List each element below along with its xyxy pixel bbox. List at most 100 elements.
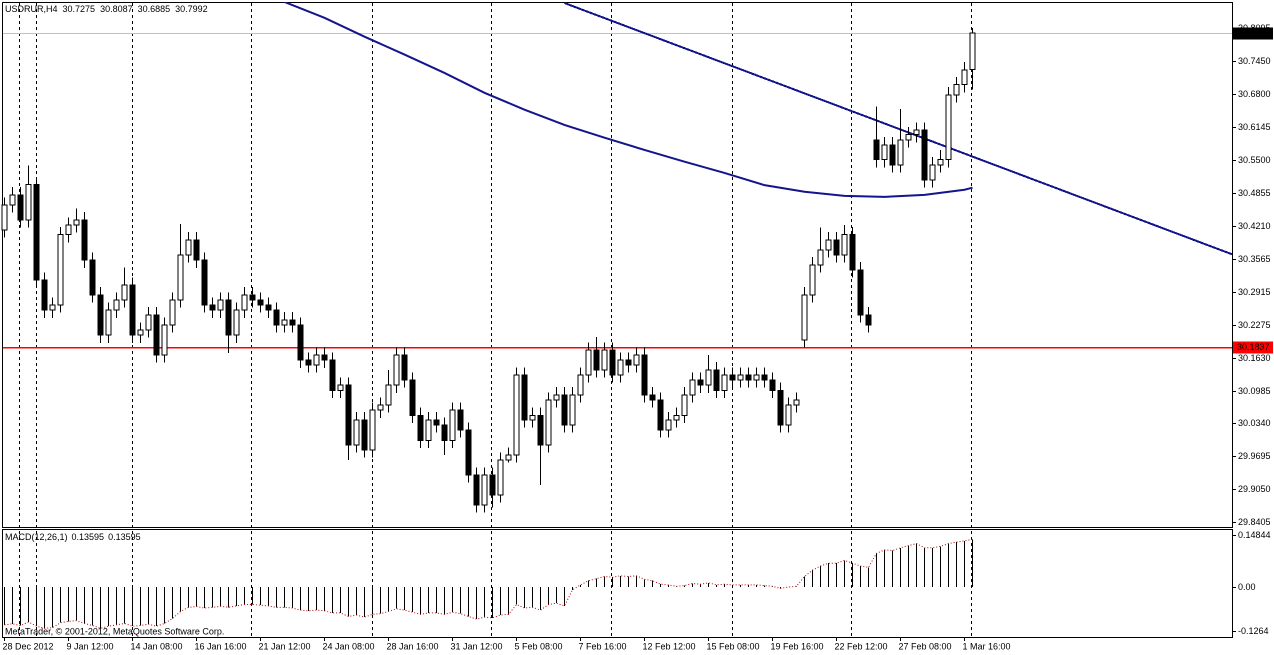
candle-up <box>545 399 552 446</box>
x-tick-label: 31 Jan 12:00 <box>451 641 503 651</box>
candle-up <box>377 404 384 411</box>
x-tick-label: 7 Feb 16:00 <box>579 641 627 651</box>
candle-up <box>753 374 760 381</box>
candle-up <box>721 374 728 391</box>
candle-down <box>305 359 312 366</box>
candle-up <box>577 374 584 396</box>
candle-down <box>457 409 464 431</box>
candle-up <box>73 219 80 226</box>
macd-y-tick-label: 0.00 <box>1238 582 1256 592</box>
candle-down <box>697 379 704 386</box>
candle-up <box>1 204 8 231</box>
x-tick-label: 12 Feb 12:00 <box>643 641 696 651</box>
candle-down <box>777 389 784 426</box>
y-tick-label: 30.2915 <box>1238 287 1271 297</box>
candle-down <box>289 319 296 326</box>
y-tick-label: 30.2275 <box>1238 320 1271 330</box>
macd-y-tick-label: -0.1264 <box>1238 626 1269 636</box>
candle-up <box>313 354 320 366</box>
candle-up <box>121 284 128 301</box>
candle-up <box>513 374 520 456</box>
candle-up <box>25 184 32 221</box>
candle-up <box>809 264 816 296</box>
candle-down <box>321 354 328 361</box>
candle-up <box>281 319 288 326</box>
candle-down <box>433 419 440 426</box>
x-tick-label: 14 Jan 08:00 <box>131 641 183 651</box>
candle-down <box>265 304 272 311</box>
candle-down <box>729 374 736 381</box>
candle-up <box>113 299 120 311</box>
candle-down <box>473 474 480 506</box>
candle-up <box>897 139 904 166</box>
candle-up <box>793 399 800 406</box>
y-tick-label: 30.5500 <box>1238 155 1271 165</box>
ohlc-low: 30.6885 <box>138 4 171 14</box>
candle-up <box>393 354 400 386</box>
candle-up <box>633 354 640 366</box>
candle-up <box>169 299 176 326</box>
candle-up <box>913 129 920 136</box>
candle-up <box>57 234 64 306</box>
candle-up <box>817 249 824 266</box>
x-tick-label: 1 Mar 16:00 <box>963 641 1011 651</box>
candle-down <box>745 374 752 381</box>
candle-up <box>945 94 952 161</box>
candle-down <box>849 234 856 271</box>
candle-down <box>89 259 96 296</box>
candle-down <box>401 354 408 381</box>
candle-up <box>385 384 392 406</box>
candle-up <box>161 324 168 356</box>
candle-down <box>33 184 40 281</box>
ohlc-close: 30.7992 <box>175 4 208 14</box>
y-tick-label: 30.4855 <box>1238 188 1271 198</box>
x-tick-label: 9 Jan 12:00 <box>67 641 114 651</box>
y-tick-label: 30.3565 <box>1238 254 1271 264</box>
candle-up <box>953 84 960 96</box>
candle-down <box>17 194 24 221</box>
moving-average <box>284 2 973 198</box>
candle-down <box>361 419 368 451</box>
y-tick-label: 29.9695 <box>1238 451 1271 461</box>
symbol: USDRUR,H4 <box>5 4 58 14</box>
x-tick-label: 16 Jan 16:00 <box>195 641 247 651</box>
macd-panel <box>2 529 1233 638</box>
candle-up <box>969 32 976 71</box>
candle-down <box>465 429 472 476</box>
candle-down <box>417 414 424 441</box>
candle-up <box>881 144 888 161</box>
candle-up <box>233 309 240 336</box>
x-tick-label: 5 Feb 08:00 <box>515 641 563 651</box>
candle-up <box>601 349 608 371</box>
x-tick-label: 21 Jan 12:00 <box>259 641 311 651</box>
x-tick-label: 19 Feb 16:00 <box>771 641 824 651</box>
candle-up <box>369 409 376 451</box>
macd-name: MACD(12,26,1) <box>5 532 68 542</box>
candle-down <box>201 259 208 306</box>
x-tick-label: 15 Feb 08:00 <box>707 641 760 651</box>
x-tick-label: 27 Feb 08:00 <box>899 641 952 651</box>
last-price-box <box>1233 27 1273 40</box>
macd-title: MACD(12,26,1) 0.13595 0.13595 <box>5 532 141 542</box>
candle-down <box>857 269 864 316</box>
candle-down <box>649 394 656 401</box>
macd-value: 0.13595 <box>72 532 105 542</box>
candle-down <box>273 309 280 326</box>
candle-down <box>625 359 632 366</box>
candle-up <box>705 369 712 386</box>
candle-down <box>593 349 600 371</box>
candle-down <box>97 294 104 336</box>
candle-up <box>905 134 912 141</box>
y-tick-label: 30.7450 <box>1238 56 1271 66</box>
candle-down <box>441 424 448 441</box>
candle-up <box>185 239 192 256</box>
candle-up <box>65 224 72 236</box>
candle-up <box>665 419 672 431</box>
main-panel <box>2 2 1233 528</box>
candle-down <box>921 129 928 181</box>
candle-down <box>257 299 264 306</box>
candle-up <box>217 299 224 311</box>
candle-up <box>569 394 576 426</box>
